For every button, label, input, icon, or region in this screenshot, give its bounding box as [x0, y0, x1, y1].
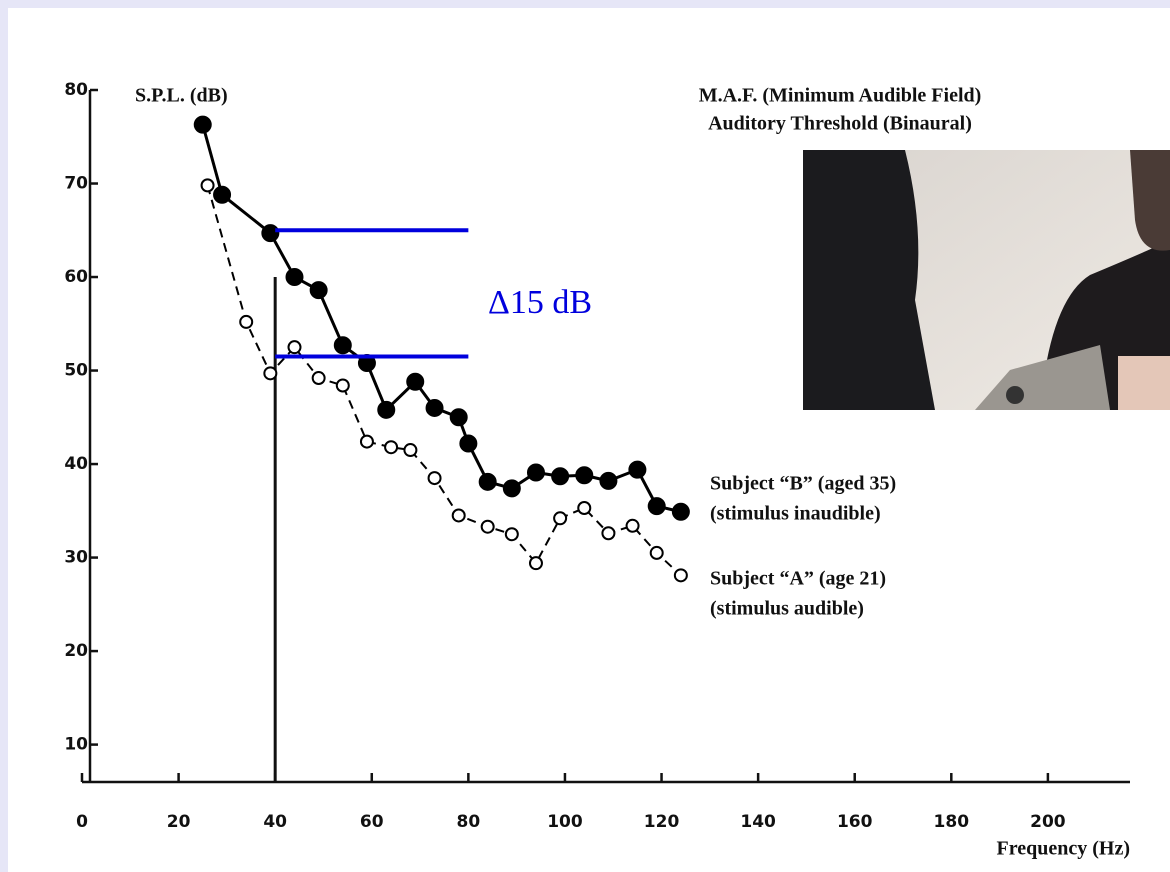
data-point: [647, 497, 666, 516]
photo-inset: [803, 150, 1170, 410]
data-point: [311, 371, 326, 386]
chart-subtitle: Auditory Threshold (Binaural): [708, 113, 972, 135]
data-point: [309, 281, 328, 300]
data-point: [575, 466, 594, 485]
data-point: [671, 502, 690, 521]
x-tick-label: 180: [934, 812, 970, 832]
data-point: [384, 440, 399, 455]
x-tick-label: 0: [76, 812, 88, 832]
x-tick-label: 140: [740, 812, 776, 832]
x-tick-label: 60: [360, 812, 384, 832]
data-point: [333, 336, 352, 355]
x-tick-label: 40: [263, 812, 287, 832]
data-point: [200, 178, 215, 193]
y-tick-label: 70: [64, 174, 88, 194]
data-point: [502, 479, 521, 498]
legend-note: (stimulus inaudible): [710, 503, 881, 525]
data-point: [504, 527, 519, 542]
x-tick-label: 80: [457, 812, 481, 832]
data-point: [553, 511, 568, 526]
data-point: [263, 366, 278, 381]
data-point: [625, 518, 640, 533]
data-point: [427, 471, 442, 486]
data-point: [599, 471, 618, 490]
data-point: [628, 460, 647, 479]
data-point: [478, 472, 497, 491]
x-tick-label: 200: [1030, 812, 1066, 832]
chart-title: M.A.F. (Minimum Audible Field): [699, 85, 982, 107]
data-point: [285, 268, 304, 287]
legend-label: Subject “A” (age 21): [710, 568, 886, 590]
delta-annotation: Δ15 dB: [488, 284, 592, 321]
data-point: [649, 545, 664, 560]
y-tick-label: 50: [64, 361, 88, 381]
legend-note: (stimulus audible): [710, 598, 864, 620]
x-tick-label: 100: [547, 812, 583, 832]
data-point: [406, 372, 425, 391]
x-axis-label: Frequency (Hz): [997, 838, 1131, 860]
y-tick-label: 30: [64, 548, 88, 568]
data-point: [601, 526, 616, 541]
data-point: [451, 508, 466, 523]
data-point: [239, 314, 254, 329]
data-point: [193, 115, 212, 134]
data-point: [449, 408, 468, 427]
x-tick-label: 120: [644, 812, 680, 832]
data-point: [425, 398, 444, 417]
y-tick-label: 40: [64, 454, 88, 474]
data-point: [403, 443, 418, 458]
data-point: [673, 568, 688, 583]
x-tick-label: 160: [837, 812, 873, 832]
y-axis-label: S.P.L. (dB): [135, 85, 228, 107]
data-point: [459, 434, 478, 453]
data-point: [526, 463, 545, 482]
x-tick-label: 20: [167, 812, 191, 832]
data-point: [261, 224, 280, 243]
data-point: [528, 556, 543, 571]
data-point: [287, 340, 302, 355]
legend-label: Subject “B” (aged 35): [710, 473, 896, 495]
y-tick-label: 60: [64, 267, 88, 287]
y-tick-label: 80: [64, 80, 88, 100]
data-point: [213, 185, 232, 204]
y-tick-label: 20: [64, 641, 88, 661]
data-point: [335, 378, 350, 393]
data-point: [577, 501, 592, 516]
data-point: [480, 519, 495, 534]
data-point: [359, 434, 374, 449]
data-point: [551, 467, 570, 486]
paper: [8, 8, 1170, 872]
y-tick-label: 10: [64, 735, 88, 755]
data-point: [377, 400, 396, 419]
